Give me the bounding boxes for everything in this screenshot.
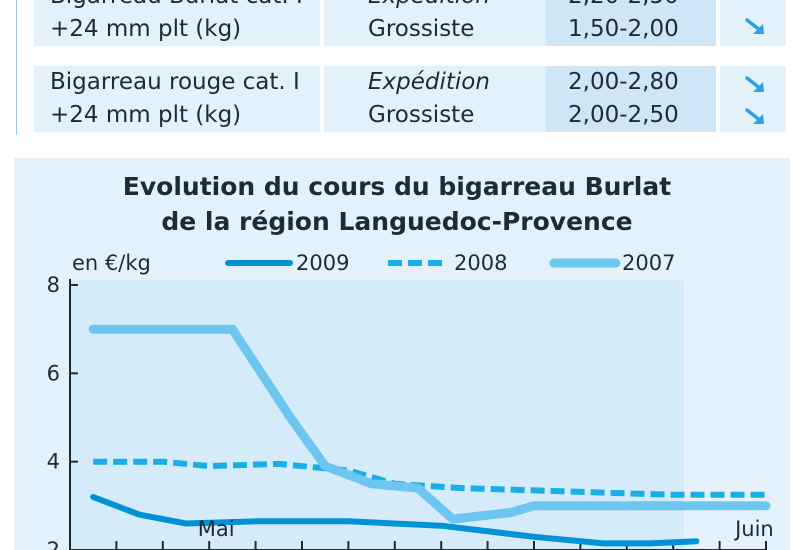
product-name: Bigarreau Burlat cat. I bbox=[50, 0, 320, 13]
trend-cell bbox=[720, 0, 786, 46]
chart-title: Evolution du cours du bigarreau Burlat bbox=[123, 172, 671, 201]
stage-grossiste: Grossiste bbox=[368, 102, 475, 128]
stage-expedition: Expédition bbox=[368, 69, 490, 95]
price-grossiste: 2,00-2,50 bbox=[568, 102, 679, 128]
y-tick-label: 4 bbox=[47, 450, 60, 474]
price-grossiste: 1,50-2,00 bbox=[568, 16, 679, 42]
stage-expedition: Expédition bbox=[368, 0, 574, 13]
table-row: Bigarreau Burlat cat. I +24 mm plt (kg) … bbox=[34, 0, 786, 46]
y-tick-label: 2 bbox=[47, 538, 60, 550]
series-line-2007 bbox=[88, 324, 771, 524]
table-frame-line bbox=[16, 0, 17, 135]
stage-cell: Expédition Grossiste bbox=[324, 66, 574, 132]
y-tick-label: 6 bbox=[47, 361, 60, 385]
legend-label-2009: 2009 bbox=[296, 251, 349, 275]
price-cell: 2,20-2,50 1,50-2,00 bbox=[546, 0, 716, 46]
product-size: +24 mm plt (kg) bbox=[50, 102, 242, 128]
month-label: Mai bbox=[198, 517, 235, 541]
product-cell: Bigarreau Burlat cat. I +24 mm plt (kg) bbox=[34, 0, 320, 46]
price-cell: 2,00-2,80 2,00-2,50 bbox=[546, 66, 716, 132]
down-right-arrow-icon bbox=[745, 108, 764, 124]
table-row: Bigarreau rouge cat. I +24 mm plt (kg) E… bbox=[34, 66, 786, 132]
y-axis: 2 4 6 8 bbox=[47, 273, 78, 550]
series-lines bbox=[88, 324, 771, 547]
y-axis-unit-label: en €/kg bbox=[72, 251, 151, 275]
month-label: Juin bbox=[733, 517, 774, 541]
trend-cell bbox=[720, 66, 786, 132]
product-name: Bigarreau rouge cat. I bbox=[50, 69, 300, 95]
down-right-arrow-icon bbox=[745, 18, 764, 34]
stage-cell: Expédition Grossiste bbox=[324, 0, 574, 46]
legend-label-2007: 2007 bbox=[622, 251, 675, 275]
down-right-arrow-icon bbox=[744, 0, 768, 4]
month-labels: Mai Juin bbox=[198, 517, 774, 541]
chart-subtitle: de la région Languedoc-Provence bbox=[161, 207, 632, 236]
stage-grossiste: Grossiste bbox=[368, 16, 475, 42]
legend-label-2008: 2008 bbox=[454, 251, 507, 275]
x-axis bbox=[69, 541, 767, 550]
down-right-arrow-icon bbox=[745, 76, 764, 92]
price-table: Bigarreau Burlat cat. I +24 mm plt (kg) … bbox=[0, 0, 800, 150]
chart-panel: Evolution du cours du bigarreau Burlat d… bbox=[14, 158, 790, 550]
price-evolution-chart: Evolution du cours du bigarreau Burlat d… bbox=[47, 172, 774, 550]
price-expedition: 2,20-2,50 bbox=[568, 0, 716, 13]
price-expedition: 2,00-2,80 bbox=[568, 69, 679, 95]
series-line-2009 bbox=[90, 494, 700, 547]
product-cell: Bigarreau rouge cat. I +24 mm plt (kg) bbox=[34, 66, 320, 132]
chart-legend: 2009 2008 2007 bbox=[225, 251, 675, 275]
product-size: +24 mm plt (kg) bbox=[50, 16, 242, 42]
y-tick-label: 8 bbox=[47, 273, 60, 297]
